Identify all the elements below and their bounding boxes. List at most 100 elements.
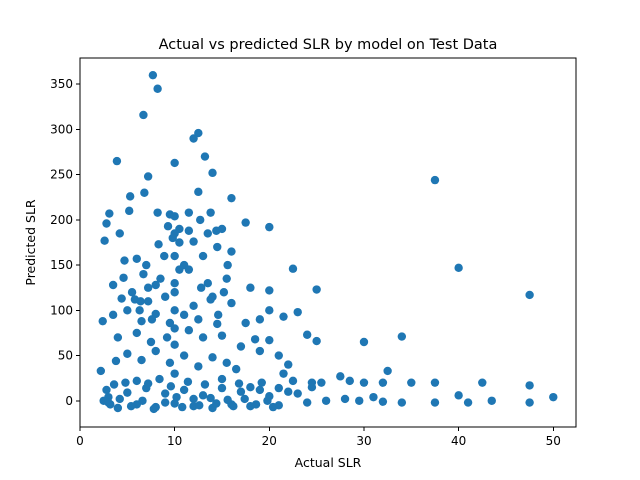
data-point <box>487 396 496 405</box>
data-point <box>120 256 129 265</box>
data-point <box>288 376 298 386</box>
data-point <box>240 394 249 404</box>
chart-title: Actual vs predicted SLR by model on Test… <box>159 37 498 53</box>
data-point <box>227 193 236 203</box>
data-point <box>223 260 232 270</box>
data-point <box>302 330 312 339</box>
data-point <box>160 251 169 261</box>
data-point <box>340 394 350 404</box>
data-point <box>170 324 179 333</box>
data-point <box>184 265 194 274</box>
data-point <box>257 378 266 387</box>
data-point <box>223 395 232 405</box>
data-point <box>241 318 250 328</box>
data-point <box>166 382 176 391</box>
x-tick-label: 40 <box>451 434 466 448</box>
data-point <box>151 346 160 356</box>
data-point <box>321 396 331 405</box>
data-point <box>196 215 205 225</box>
data-point <box>105 209 114 218</box>
data-point <box>200 152 210 161</box>
data-point <box>170 369 179 378</box>
x-tick-label: 20 <box>262 434 277 448</box>
data-point <box>217 383 227 393</box>
data-point <box>265 286 274 295</box>
data-point <box>312 285 321 294</box>
data-point <box>206 295 215 304</box>
data-point <box>525 381 534 390</box>
data-point <box>184 208 194 217</box>
data-point <box>132 254 141 263</box>
data-point <box>217 374 227 384</box>
data-point <box>355 396 364 405</box>
data-point <box>184 326 194 335</box>
data-point <box>430 175 440 185</box>
data-point <box>108 280 118 290</box>
data-point <box>317 378 326 387</box>
data-point <box>136 297 145 306</box>
y-tick-label: 100 <box>50 303 73 317</box>
data-point <box>336 372 345 381</box>
data-point <box>383 366 392 376</box>
data-point <box>143 172 153 181</box>
data-point <box>208 353 217 362</box>
data-point <box>307 383 317 392</box>
points-layer <box>96 70 558 414</box>
data-point <box>170 158 179 168</box>
data-point <box>162 333 172 342</box>
data-point <box>208 168 217 178</box>
data-point <box>263 396 272 405</box>
data-point <box>111 356 121 366</box>
data-point <box>378 378 388 387</box>
data-point <box>284 387 293 396</box>
data-point <box>175 265 184 274</box>
data-point <box>194 187 203 197</box>
data-point <box>102 385 111 395</box>
data-point <box>160 398 170 407</box>
data-point <box>369 392 378 402</box>
data-point <box>165 358 175 367</box>
data-point <box>274 383 283 393</box>
data-point <box>212 226 221 235</box>
data-point <box>178 402 187 412</box>
data-point <box>132 376 141 386</box>
data-point <box>98 316 107 326</box>
data-point <box>112 156 122 166</box>
data-point <box>143 283 153 292</box>
data-point <box>251 400 261 409</box>
data-point <box>213 319 222 329</box>
data-point <box>153 84 162 93</box>
data-point <box>121 378 130 387</box>
data-point <box>165 318 175 328</box>
data-point <box>127 288 137 297</box>
data-point <box>463 398 473 407</box>
y-tick-label: 250 <box>50 168 73 182</box>
data-point <box>168 233 177 243</box>
data-point <box>200 380 210 389</box>
data-point <box>265 335 274 345</box>
data-point <box>113 403 123 413</box>
data-point <box>478 378 487 387</box>
data-point <box>213 242 222 252</box>
data-point <box>132 328 141 338</box>
data-point <box>255 346 265 356</box>
data-point <box>151 280 160 290</box>
data-point <box>170 212 179 221</box>
data-point <box>236 342 246 351</box>
data-point <box>123 306 132 315</box>
data-point <box>163 222 173 231</box>
data-point <box>189 301 198 311</box>
data-point <box>137 355 146 365</box>
data-point <box>206 393 215 403</box>
data-point <box>222 358 231 367</box>
data-point <box>206 208 215 217</box>
y-tick-label: 50 <box>58 349 73 363</box>
data-point <box>234 379 244 388</box>
data-point <box>142 260 151 270</box>
x-tick-label: 10 <box>167 434 182 448</box>
data-point <box>227 298 236 308</box>
data-point <box>170 399 179 408</box>
data-point <box>250 335 260 344</box>
data-point <box>126 402 136 411</box>
